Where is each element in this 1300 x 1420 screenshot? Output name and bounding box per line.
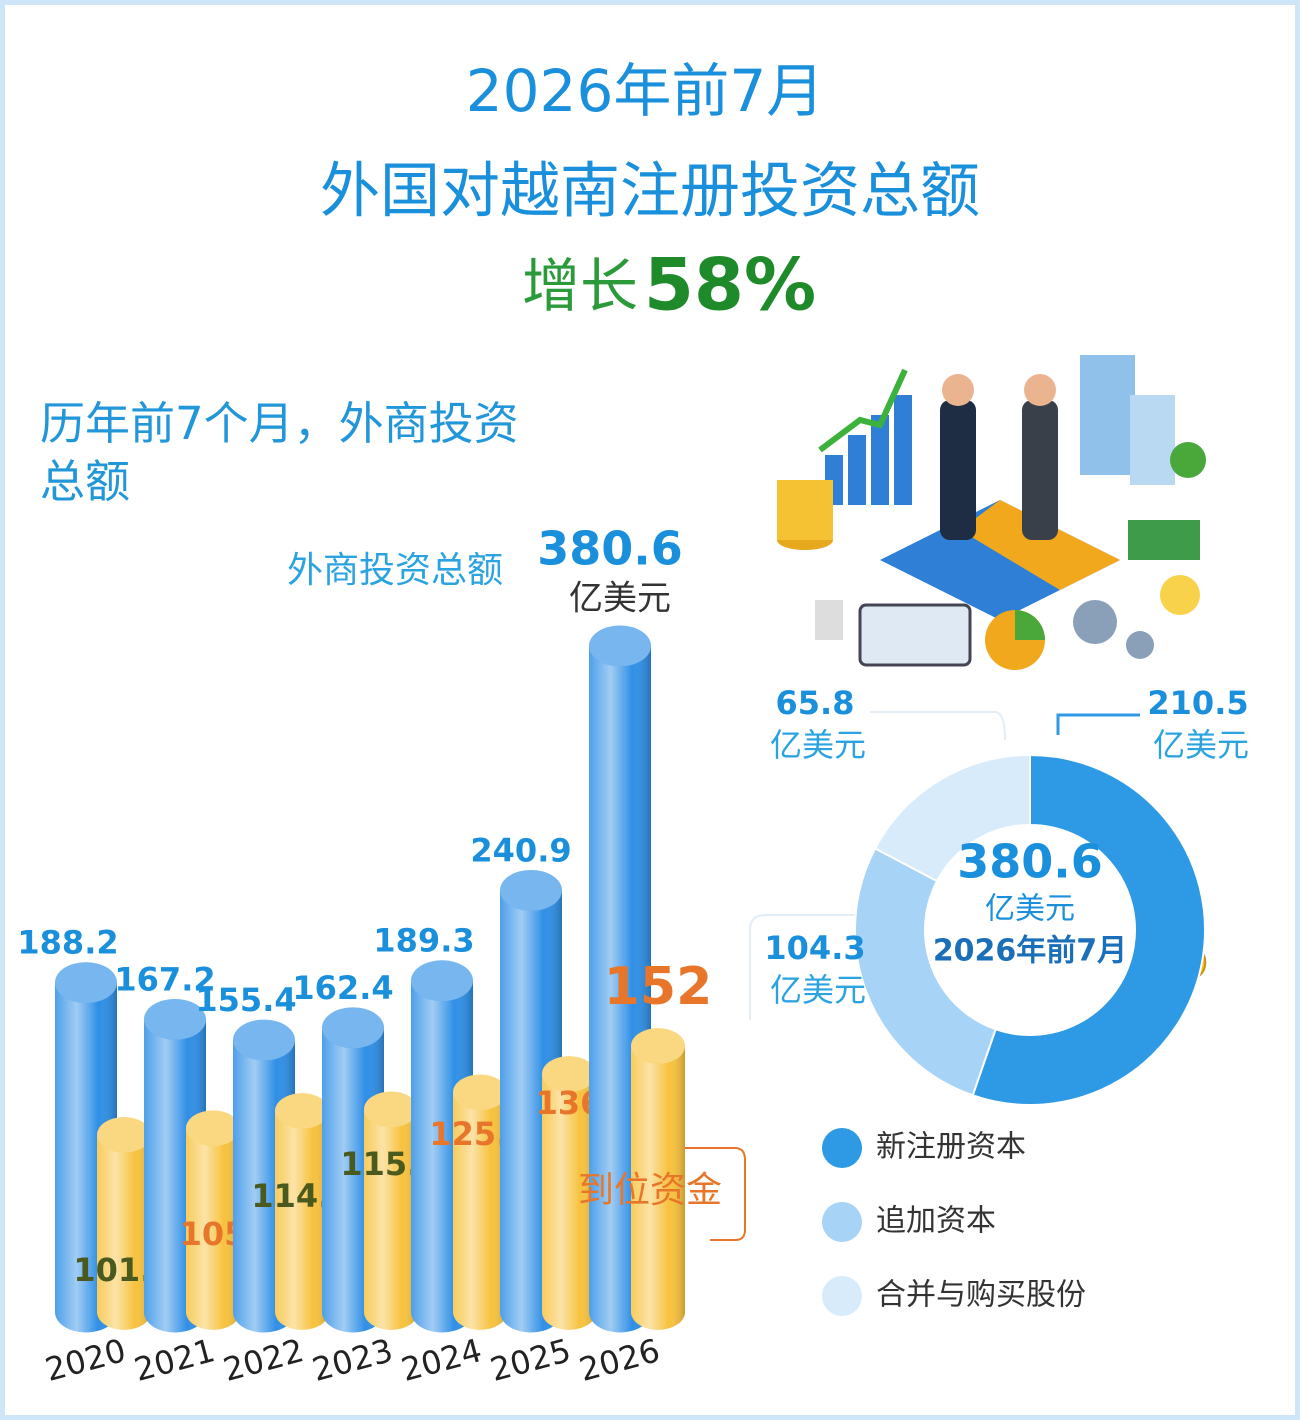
- cylinder-top-light: [453, 1074, 507, 1111]
- donut-slice: [854, 847, 997, 1097]
- donut-subtitle: 2026年前7月: [933, 934, 1127, 969]
- cylinder-top: [364, 1091, 418, 1128]
- value-label: 167.2: [114, 960, 215, 998]
- value-label: 188.2: [17, 924, 118, 962]
- cylinder-top: [542, 1056, 596, 1092]
- cylinder-top: [500, 869, 562, 911]
- cylinder-top-light: [233, 1019, 295, 1061]
- callout: [668, 1147, 746, 1241]
- legend-label: 追加资本: [876, 1204, 996, 1239]
- value-label: 210.5: [1147, 684, 1248, 722]
- donut-slice: [873, 753, 1031, 883]
- cylinder-shine: [364, 1109, 418, 1330]
- illustration: [777, 355, 1206, 670]
- legend-swatch: [822, 1276, 862, 1316]
- cylinder-shine: [97, 1134, 151, 1330]
- unit: 亿美元: [569, 579, 671, 619]
- title-line1: 2026年前7月: [466, 57, 825, 125]
- donut-slice: [971, 753, 1206, 1106]
- x-tick-label: 2025: [486, 1331, 574, 1389]
- legend-swatch: [822, 1128, 862, 1168]
- cylinder-top: [275, 1093, 329, 1129]
- x-tick-label: 2026: [575, 1331, 663, 1389]
- value-label: 104.3: [764, 929, 865, 967]
- cylinder-top-light: [55, 962, 117, 1004]
- donut-unit: 亿美元: [985, 892, 1075, 927]
- cylinder-top-light: [500, 869, 562, 911]
- cylinder-top-light: [186, 1110, 240, 1147]
- legend-label: 新注册资本: [876, 1130, 1026, 1165]
- value-label: 155.4: [195, 981, 296, 1019]
- donut-total: 380.6: [957, 835, 1103, 889]
- cylinder-top: [144, 998, 206, 1040]
- cylinder-top-light: [322, 1007, 384, 1049]
- x-tick-label: 2024: [397, 1331, 485, 1389]
- cylinder-top-light: [364, 1091, 418, 1128]
- cylinder-top: [97, 1117, 151, 1153]
- growth-label: 增长: [522, 252, 638, 320]
- cylinder-top-light: [97, 1117, 151, 1153]
- cylinder-top-light: [542, 1056, 596, 1092]
- cylinder-shine: [186, 1128, 240, 1330]
- cylinder-shine: [453, 1092, 507, 1330]
- series-name: 外商投资总额: [287, 550, 503, 591]
- cylinder-top-light: [275, 1093, 329, 1129]
- cylinder-top-light: [631, 1028, 685, 1064]
- cylinder-shine: [542, 1074, 596, 1330]
- cylinder-top-light: [411, 960, 473, 1002]
- title-line2: 外国对越南注册投资总额: [320, 157, 980, 227]
- value-label: 162.4: [292, 969, 393, 1007]
- value-label: 152: [604, 957, 713, 1017]
- callout: [1056, 713, 1140, 735]
- cylinder-shine: [631, 1046, 685, 1330]
- x-tick-label: 2022: [219, 1331, 307, 1389]
- cylinder-top: [233, 1019, 295, 1061]
- series-name: 到位资金: [578, 1170, 722, 1211]
- callout: [870, 711, 1006, 741]
- cylinder-top: [453, 1074, 507, 1111]
- cylinder-top: [631, 1028, 685, 1064]
- section-title: 历年前7个月，外商投资总额: [40, 397, 519, 508]
- cylinder-top: [411, 960, 473, 1002]
- value-label: 65.8: [776, 684, 855, 722]
- legend-swatch: [822, 1202, 862, 1242]
- unit: 亿美元: [1153, 726, 1249, 764]
- value-label: 189.3: [373, 922, 474, 960]
- x-tick-label: 2023: [308, 1331, 396, 1389]
- unit: 亿美元: [770, 726, 866, 764]
- cylinder-top: [322, 1007, 384, 1049]
- value-label: 380.6: [537, 522, 683, 576]
- cylinder-top: [589, 625, 651, 667]
- callout: [749, 914, 895, 1020]
- unit: 亿美元: [770, 971, 866, 1009]
- legend-label: 合并与购买股份: [876, 1278, 1086, 1313]
- cylinder-top: [55, 962, 117, 1004]
- cylinder-top-light: [589, 625, 651, 667]
- x-tick-label: 2021: [130, 1331, 218, 1389]
- growth-value: 58%: [644, 243, 816, 327]
- cylinder-top: [186, 1110, 240, 1147]
- cylinder-shine: [275, 1110, 329, 1330]
- cylinder-top-light: [144, 998, 206, 1040]
- x-tick-label: 2020: [41, 1331, 129, 1389]
- value-label: 240.9: [470, 831, 571, 869]
